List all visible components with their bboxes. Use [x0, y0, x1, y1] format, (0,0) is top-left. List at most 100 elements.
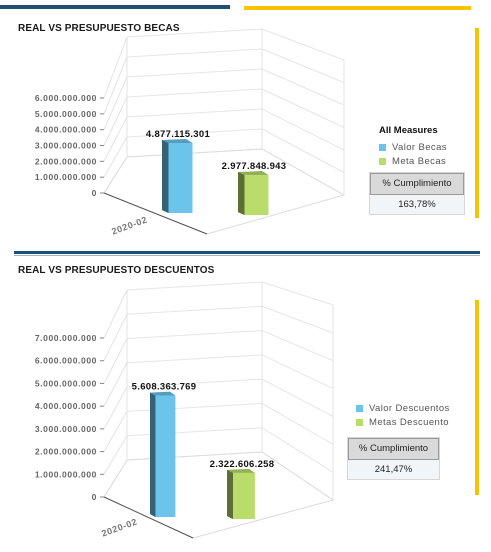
gridline — [126, 305, 263, 315]
gridline — [126, 281, 263, 291]
legend-label: Meta Becas — [392, 155, 447, 167]
kpi-cumplimiento-descuentos: % Cumplimiento 241,47% — [347, 437, 440, 480]
bar-meta-becas — [238, 171, 269, 215]
gridline — [126, 28, 263, 38]
gridline — [261, 378, 334, 417]
bar-metas-descuento — [227, 468, 255, 519]
gridline — [103, 56, 128, 115]
legend-item-valor-descuentos[interactable]: Valor Descuentos — [356, 401, 450, 415]
bar-top-face — [227, 468, 255, 473]
legend-swatch — [356, 404, 363, 412]
y-tick-label: 6.000.000.000 — [35, 356, 97, 366]
bar-depth-face — [227, 469, 233, 519]
gridline — [261, 305, 334, 334]
y-tick-label: 3.000.000.000 — [35, 424, 97, 434]
chart-walls — [103, 281, 335, 539]
gridline — [261, 330, 334, 362]
kpi-label: % Cumplimiento — [348, 438, 439, 460]
bar-valor-descuentos — [150, 391, 176, 517]
panel-accent-yellow — [475, 300, 479, 495]
data-label: 2.322.606.258 — [210, 459, 275, 470]
gridline — [261, 402, 334, 445]
gridline — [103, 362, 128, 407]
y-tick-label: 6.000.000.000 — [35, 93, 97, 103]
bar-front-face — [155, 395, 176, 517]
bar-top-face — [162, 138, 193, 143]
legend-becas: All Measures Valor Becas Meta Becas — [379, 125, 447, 168]
gridline — [126, 68, 263, 78]
gridline — [103, 314, 128, 361]
y-tick-label: 5.000.000.000 — [35, 378, 97, 388]
legend-label: Valor Descuentos — [369, 402, 450, 414]
bar-depth-face — [238, 172, 245, 215]
legend-descuentos: Valor Descuentos Metas Descuento — [356, 401, 450, 429]
y-tick-label: 2.000.000.000 — [35, 447, 97, 457]
data-label: 5.608.363.769 — [132, 382, 197, 393]
y-tick-label: 7.000.000.000 — [35, 333, 97, 343]
chart-descuentos: 0 1.000.000.000 2.000.000.000 3.000.000.000… — [35, 281, 335, 539]
gridline — [261, 88, 345, 128]
gridline — [103, 136, 128, 178]
section-divider — [14, 251, 480, 254]
gridline — [103, 76, 128, 130]
gridline — [261, 128, 345, 173]
y-tick-label: 0 — [92, 492, 97, 502]
gridline — [103, 289, 128, 339]
header-accent-navy — [0, 5, 230, 9]
y-tick-label: 4.000.000.000 — [35, 125, 97, 135]
data-label: 2.977.848.943 — [222, 161, 287, 172]
gridline — [261, 28, 345, 61]
legend-item-metas-descuento[interactable]: Metas Descuento — [356, 415, 450, 429]
x-axis-line — [103, 496, 194, 539]
bar-front-face — [168, 142, 193, 213]
gridline — [126, 128, 263, 138]
kpi-value: 163,78% — [370, 195, 464, 214]
bar-valor-becas — [162, 138, 193, 213]
gridline — [261, 48, 345, 83]
legend-swatch — [379, 157, 386, 165]
gridline — [261, 68, 345, 106]
legend-title: All Measures — [379, 125, 438, 136]
gridline — [261, 427, 334, 473]
y-tick-label: 4.000.000.000 — [35, 401, 97, 411]
y-tick-label: 2.000.000.000 — [35, 156, 97, 166]
y-tick-label: 1.000.000.000 — [35, 469, 97, 479]
y-tick-label: 3.000.000.000 — [35, 141, 97, 151]
gridline — [126, 402, 263, 412]
chart-walls — [103, 28, 346, 235]
bar-front-face — [232, 472, 255, 519]
gridline — [126, 378, 263, 388]
gridline — [126, 88, 263, 98]
gridline — [103, 435, 128, 475]
gridline — [126, 108, 263, 118]
panel-accent-yellow — [475, 28, 479, 218]
bar-depth-face — [162, 139, 169, 213]
gridline — [126, 48, 263, 58]
gridline — [103, 338, 128, 384]
gridline — [103, 386, 128, 430]
legend-swatch — [379, 143, 386, 151]
y-tick-label: 0 — [92, 188, 97, 198]
chart-title-descuentos: REAL VS PRESUPUESTO DESCUENTOS — [18, 265, 215, 276]
gridline — [126, 427, 263, 437]
x-category-label: 2020-02 — [100, 516, 138, 538]
gridline — [103, 36, 128, 99]
kpi-cumplimiento-becas: % Cumplimiento 163,78% — [369, 172, 465, 215]
bar-top-face — [238, 171, 269, 176]
x-axis-line — [103, 192, 208, 235]
bar-depth-face — [150, 392, 156, 517]
gridline — [261, 281, 334, 306]
legend-swatch — [356, 418, 363, 426]
gridline — [261, 108, 345, 151]
gridline — [261, 354, 334, 390]
gridline — [103, 411, 128, 452]
data-label: 4.877.115.301 — [146, 129, 211, 140]
y-tick-label: 5.000.000.000 — [35, 109, 97, 119]
kpi-label: % Cumplimiento — [370, 173, 464, 195]
bar-front-face — [244, 175, 269, 215]
chart-becas: 0 1.000.000.000 2.000.000.000 3.000.000.000… — [35, 28, 346, 237]
legend-item-valor-becas[interactable]: Valor Becas — [379, 140, 447, 154]
legend-item-meta-becas[interactable]: Meta Becas — [379, 154, 447, 168]
gridline — [103, 116, 128, 162]
bar-top-face — [150, 391, 176, 396]
